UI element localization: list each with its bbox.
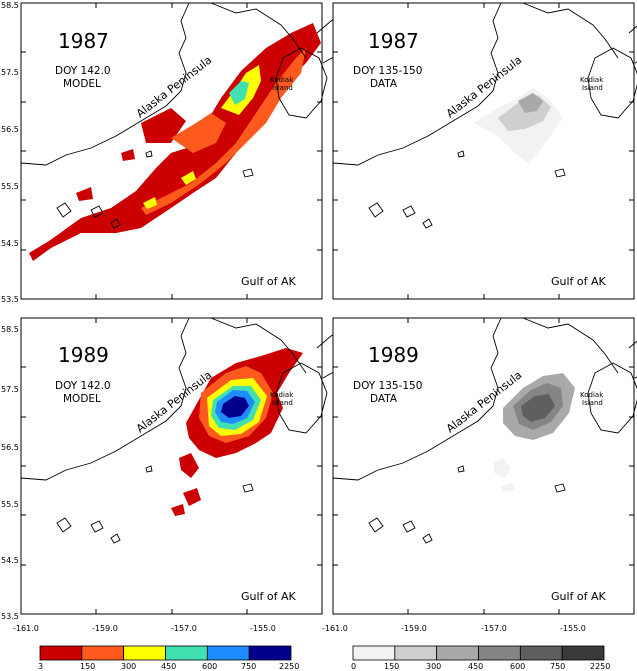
- panel-1989-model-kind: MODEL: [63, 393, 101, 405]
- y-tick-label: 53.5: [1, 295, 19, 304]
- island-label-1989-model-l2: Island: [272, 399, 293, 407]
- island-label-1989-data-l2: Island: [582, 399, 603, 407]
- y-tick-label: 55.5: [1, 182, 19, 191]
- panel-1989-model-doy: DOY 142.0: [55, 380, 111, 392]
- colorbar-color-tick-labels: 3 150 300 450 600 750 2250: [38, 662, 299, 671]
- x-tick-label: -157.0: [481, 624, 507, 633]
- x-tick-label: -157.0: [171, 624, 197, 633]
- island-label-1987-data-l2: Island: [582, 84, 603, 92]
- colorbar-tick-label: 150: [80, 662, 95, 671]
- panel-1989-data-ticks: [333, 318, 634, 614]
- colorbar-color: [39, 645, 292, 661]
- colorbar-gray: [352, 645, 605, 661]
- y-tick-label: 57.5: [1, 68, 19, 77]
- y-tick-label: 54.5: [1, 556, 19, 565]
- colorbar-tick-label: 450: [161, 662, 176, 671]
- panel-1987-data-doy: DOY 135-150: [353, 65, 422, 77]
- x-tick-label: -161.0: [322, 624, 348, 633]
- colorbar-tick-label: 450: [468, 662, 483, 671]
- x-tick-label: -161.0: [13, 624, 39, 633]
- field-contour-level-0: [76, 108, 186, 201]
- x-tick-label: -155.0: [560, 624, 586, 633]
- y-tick-label: 54.5: [1, 239, 19, 248]
- panel-1989-model-year: 1989: [58, 343, 109, 367]
- island-label-1987-data-l1: Kodiak: [580, 76, 604, 84]
- y-tick-label: 56.5: [1, 125, 19, 134]
- colorbar-swatch: [123, 645, 166, 661]
- gulf-label-1987-data: Gulf of AK: [551, 275, 607, 288]
- field-contour-level-2: [518, 93, 543, 113]
- colorbar-tick-label: 300: [121, 662, 136, 671]
- field-contour-level-2: [143, 65, 261, 209]
- y-tick-label: 57.5: [1, 385, 19, 394]
- gulf-label-1989-data: Gulf of AK: [551, 590, 607, 603]
- panel-1989-model: [20, 317, 344, 615]
- colorbar-tick-label: 750: [550, 662, 565, 671]
- colorbar-tick-label: 600: [202, 662, 217, 671]
- island-label-1987-model-l2: Island: [272, 84, 293, 92]
- panel-1989-data: [332, 317, 637, 615]
- colorbar-swatch: [165, 645, 208, 661]
- panel-1987-model-doy: DOY 142.0: [55, 65, 111, 77]
- y-tick-labels-top: 58.5 57.5 56.5 55.5 54.5 53.5: [1, 1, 19, 304]
- y-tick-labels-bottom: 58.5 57.5 56.5 55.5 54.5 53.5: [1, 325, 19, 621]
- colorbar-tick-label: 300: [426, 662, 441, 671]
- panel-1987-data-kind: DATA: [370, 78, 398, 90]
- colorbar-tick-label: 0: [351, 662, 356, 671]
- panel-1987-model: [20, 2, 344, 300]
- y-tick-label: 55.5: [1, 500, 19, 509]
- field-contour-level-1: [171, 113, 226, 153]
- island-label-1987-model-l1: Kodiak: [270, 76, 294, 84]
- colorbar-swatch: [352, 645, 396, 661]
- colorbar-tick-label: 2250: [590, 662, 610, 671]
- colorbar-tick-label: 150: [384, 662, 399, 671]
- panel-1989-data-kind: DATA: [370, 393, 398, 405]
- colorbar-swatch: [561, 645, 605, 661]
- y-tick-label: 53.5: [1, 612, 19, 621]
- field-contour-level-3: [229, 81, 249, 105]
- field-contour-level-5: [221, 396, 249, 418]
- x-tick-label: -155.0: [250, 624, 276, 633]
- field-contour-level-4: [521, 394, 555, 422]
- gulf-label-1989-model: Gulf of AK: [241, 590, 297, 603]
- colorbar-tick-label: 600: [510, 662, 525, 671]
- colorbar-gray-tick-labels: 0 150 300 450 600 750 2250: [351, 662, 610, 671]
- panel-1987-model-kind: MODEL: [63, 78, 101, 90]
- y-tick-label: 58.5: [1, 325, 19, 334]
- x-tick-label: -159.0: [401, 624, 427, 633]
- y-tick-label: 58.5: [1, 1, 19, 10]
- panel-1987-model-year: 1987: [58, 29, 109, 53]
- field-contour-level-0: [493, 458, 515, 492]
- panel-1989-model-ticks: [21, 318, 322, 614]
- x-tick-label: -159.0: [92, 624, 118, 633]
- colorbar-swatch: [394, 645, 438, 661]
- panel-1987-model-ticks: [21, 3, 322, 299]
- x-tick-labels-left: -161.0 -159.0 -157.0 -155.0: [13, 624, 276, 633]
- colorbar-swatch: [206, 645, 250, 661]
- colorbar-tick-label: 3: [38, 662, 43, 671]
- panel-1987-data-frame: [332, 2, 635, 300]
- gulf-label-1987-model: Gulf of AK: [241, 275, 297, 288]
- colorbar-swatch: [436, 645, 479, 661]
- colorbar-tick-label: 750: [241, 662, 256, 671]
- panel-1989-data-doy: DOY 135-150: [353, 380, 422, 392]
- island-label-1989-data-l1: Kodiak: [580, 391, 604, 399]
- x-tick-labels-right: -161.0 -159.0 -157.0 -155.0: [322, 624, 586, 633]
- panel-1989-data-year: 1989: [368, 343, 419, 367]
- colorbar-tick-label: 2250: [279, 662, 299, 671]
- colorbar-swatch: [519, 645, 563, 661]
- colorbar-swatch: [248, 645, 292, 661]
- island-label-1989-model-l1: Kodiak: [270, 391, 294, 399]
- panel-1987-data: [332, 2, 637, 300]
- y-tick-label: 56.5: [1, 443, 19, 452]
- colorbar-swatch: [478, 645, 521, 661]
- field-contour-level-0: [171, 453, 201, 516]
- colorbar-swatch: [81, 645, 125, 661]
- panel-1987-data-ticks: [333, 3, 634, 299]
- panel-1987-data-year: 1987: [368, 29, 419, 53]
- colorbar-swatch: [39, 645, 83, 661]
